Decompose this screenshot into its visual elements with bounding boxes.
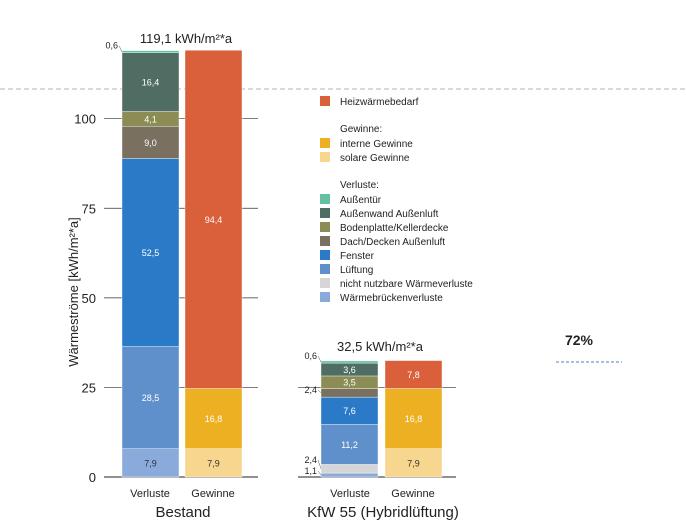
y-tick-label: 100: [74, 112, 96, 127]
y-tick-label: 50: [82, 291, 96, 306]
bar-segment-bestand-verluste-aussentuer: [121, 50, 180, 53]
segment-label: 7,6: [343, 406, 356, 416]
segment-label: 16,4: [142, 78, 160, 88]
legend-swatch-non-usable: [320, 278, 330, 288]
group-title-bestand: Bestand: [155, 504, 210, 521]
segment-label: 11,2: [341, 440, 358, 450]
y-tick-labels: 0 25 50 75 100: [74, 112, 96, 485]
y-axis-label: Wärmeströme [kWh/m²*a]: [66, 217, 81, 367]
legend-label-window: Fenster: [340, 251, 375, 262]
legend-label-thermal-bridge: Wärmebrückenverluste: [340, 293, 443, 304]
legend-label-wall: Außenwand Außenluft: [340, 209, 439, 220]
segment-label: 9,0: [144, 138, 157, 148]
bar-segment-kfw-55-hybridlueftung-gewinne-heizwaermebedarf: [384, 360, 443, 389]
bar-segment-bestand-verluste-dach-decken-aussenluft: [121, 126, 180, 159]
legend-label-ventilation: Lüftung: [340, 265, 373, 276]
legend-label-internal-gains: interne Gewinne: [340, 139, 413, 150]
bar-label-kfw55-verluste: Verluste: [330, 488, 370, 500]
segment-label-outside: 2,4: [304, 455, 317, 465]
legend-swatch-floor: [320, 222, 330, 232]
legend-swatch-ventilation: [320, 264, 330, 274]
bar-label-bestand-verluste: Verluste: [130, 488, 170, 500]
segment-label-leader: [317, 470, 322, 476]
segment-label-outside: 1,1: [304, 466, 317, 476]
reduction-label: 72%: [565, 332, 594, 348]
bar-label-kfw55-gewinne: Gewinne: [391, 488, 434, 500]
segment-label: 7,9: [144, 458, 157, 468]
legend: Heizwärmebedarf Gewinne: interne Gewinne…: [320, 96, 473, 304]
y-tick-label: 0: [89, 470, 96, 485]
bar-segment-bestand-verluste-waermebrueckenverluste: [121, 448, 180, 478]
segment-label-outside: 0,6: [304, 351, 317, 361]
segment-label-leader: [118, 45, 123, 52]
legend-label-door: Außentür: [340, 195, 382, 206]
segment-label: 7,9: [407, 458, 420, 468]
legend-label-solar-gains: solare Gewinne: [340, 153, 410, 164]
legend-swatch-thermal-bridge: [320, 292, 330, 302]
segment-label: 52,5: [142, 248, 160, 258]
legend-label-floor: Bodenplatte/Kellerdecke: [340, 223, 449, 234]
legend-swatch-heating: [320, 96, 330, 106]
legend-swatch-roof: [320, 236, 330, 246]
bar-segment-kfw-55-hybridlueftung-gewinne-solare-gewinne: [384, 448, 443, 478]
segment-label: 7,9: [207, 458, 220, 468]
bar-segment-kfw-55-hybridlueftung-verluste-dach-decken-aussenluft: [320, 388, 379, 398]
segment-label-leader: [317, 389, 322, 393]
segment-label: 3,5: [343, 378, 356, 388]
legend-label-roof: Dach/Decken Außenluft: [340, 237, 445, 248]
segment-label-leader: [317, 355, 322, 363]
segment-label: 7,8: [407, 370, 420, 380]
legend-swatch-solar-gains: [320, 152, 330, 162]
segment-label-leader: [317, 459, 322, 469]
bar-segment-bestand-gewinne-interne-gewinne: [184, 388, 243, 449]
group-title-kfw55: KfW 55 (Hybridlüftung): [307, 504, 459, 521]
legend-label-heating: Heizwärmebedarf: [340, 97, 419, 108]
legend-label-non-usable: nicht nutzbare Wärmeverluste: [340, 279, 473, 290]
legend-title-losses: Verluste:: [340, 180, 379, 191]
bar-segment-bestand-gewinne-solare-gewinne: [184, 448, 243, 478]
segment-labels: 7,9 28,5 52,5 9,0 4,1 16,4 0,6 7,9 16,8 94,4 11,2 7…: [105, 41, 422, 476]
bar-segment-kfw-55-hybridlueftung-gewinne-interne-gewinne: [384, 388, 443, 449]
bar-segment-kfw-55-hybridlueftung-verluste-aussentuer: [320, 360, 379, 364]
bar-segment-kfw-55-hybridlueftung-verluste-nicht-nutzbare-waermeverluste: [320, 464, 379, 474]
total-label-bestand: 119,1 kWh/m²*a: [140, 31, 233, 46]
legend-title-gains: Gewinne:: [340, 124, 382, 135]
legend-swatch-wall: [320, 208, 330, 218]
segment-label: 28,5: [142, 393, 160, 403]
segment-label: 4,1: [144, 114, 157, 124]
bar-segment-bestand-gewinne-heizwaermebedarf: [184, 50, 243, 389]
segment-label-outside: 0,6: [105, 41, 118, 51]
bar-segment-kfw-55-hybridlueftung-verluste-fenster: [320, 396, 379, 425]
segment-label: 94,4: [205, 215, 223, 225]
bar-label-bestand-gewinne: Gewinne: [191, 488, 234, 500]
legend-swatch-door: [320, 194, 330, 204]
y-tick-label: 75: [82, 201, 96, 216]
segment-label-outside: 2,4: [304, 385, 317, 395]
y-tick-label: 25: [82, 380, 96, 395]
segment-label: 16,8: [405, 414, 423, 424]
legend-swatch-window: [320, 250, 330, 260]
bars: [121, 50, 443, 478]
bar-segment-bestand-verluste-fenster: [121, 158, 180, 347]
segment-label: 16,8: [205, 414, 223, 424]
bar-segment-kfw-55-hybridlueftung-verluste-waermebrueckenverluste: [320, 472, 379, 478]
total-label-kfw55: 32,5 kWh/m²*a: [337, 339, 424, 354]
segment-label: 3,6: [343, 365, 356, 375]
legend-swatch-internal-gains: [320, 138, 330, 148]
